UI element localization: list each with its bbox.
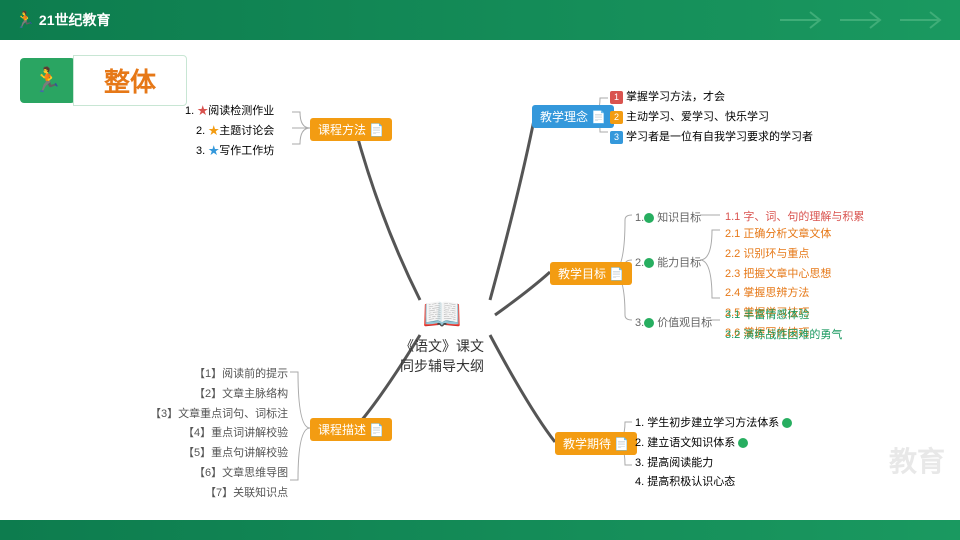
goal-3-1: 3.1 丰富情感体验: [725, 306, 842, 326]
node-goals: 教学目标 📄: [550, 262, 632, 285]
goals-sub-2: 2.能力目标: [635, 253, 701, 271]
book-icon: 📖: [400, 295, 484, 333]
logo: 🏃 21世纪教育: [15, 10, 111, 30]
outline-4: 【4】重点词讲解校验: [150, 424, 288, 444]
outline-1: 【1】阅读前的提示: [150, 365, 288, 385]
node-outline: 课程描述 📄: [310, 418, 392, 441]
method-item-1: 1. ★阅读检测作业: [185, 102, 274, 122]
center-line1: 《语文》课文: [400, 337, 484, 357]
expect-2: 2. 建立语文知识体系: [635, 434, 795, 454]
center-node: 📖 《语文》课文 同步辅导大纲: [400, 295, 484, 376]
method-label: 课程方法 📄: [310, 118, 392, 141]
outline-3: 【3】文章重点词句、词标注: [150, 405, 288, 425]
phil-item-3: 3学习者是一位有自我学习要求的学习者: [610, 128, 813, 148]
outline-2: 【2】文章主脉络构: [150, 385, 288, 405]
expect-items: 1. 学生初步建立学习方法体系 2. 建立语文知识体系 3. 提高阅读能力 4.…: [635, 414, 795, 493]
philosophy-items: 1掌握学习方法，才会 2主动学习、爱学习、快乐学习 3学习者是一位有自我学习要求…: [610, 88, 813, 147]
outline-6: 【6】文章思维导图: [150, 464, 288, 484]
expect-3: 3. 提高阅读能力: [635, 454, 795, 474]
runner-icon: 🏃: [15, 10, 35, 30]
center-title: 《语文》课文 同步辅导大纲: [400, 337, 484, 376]
goal-2-1: 2.1 正确分析文章文体: [725, 225, 831, 245]
expect-1: 1. 学生初步建立学习方法体系: [635, 414, 795, 434]
goals-label: 教学目标 📄: [550, 262, 632, 285]
outline-5: 【5】重点句讲解校验: [150, 444, 288, 464]
header-decoration: [760, 0, 960, 40]
center-line2: 同步辅导大纲: [400, 357, 484, 377]
logo-text: 21世纪教育: [39, 10, 111, 30]
phil-item-2: 2主动学习、爱学习、快乐学习: [610, 108, 813, 128]
expect-label: 教学期待 📄: [555, 432, 637, 455]
method-items: 1. ★阅读检测作业 2. ★主题讨论会 3. ★写作工作坊: [185, 102, 274, 161]
goal-2-4: 2.4 掌握思辨方法: [725, 284, 831, 304]
method-item-3: 3. ★写作工作坊: [185, 142, 274, 162]
goals-sub-3: 3.价值观目标: [635, 313, 712, 331]
mindmap: 📖 《语文》课文 同步辅导大纲 课程方法 📄 1. ★阅读检测作业 2. ★主题…: [0, 40, 960, 510]
goals-sub-3-items: 3.1 丰富情感体验 3.2 演练战胜困难的勇气: [725, 306, 842, 346]
goal-2-3: 2.3 把握文章中心思想: [725, 265, 831, 285]
goal-3-2: 3.2 演练战胜困难的勇气: [725, 326, 842, 346]
node-method: 课程方法 📄: [310, 118, 392, 141]
phil-item-1: 1掌握学习方法，才会: [610, 88, 813, 108]
node-philosophy: 教学理念 📄: [532, 105, 614, 128]
node-expect: 教学期待 📄: [555, 432, 637, 455]
outline-7: 【7】关联知识点: [150, 484, 288, 504]
footer-bar: [0, 520, 960, 540]
expect-4: 4. 提高积极认识心态: [635, 473, 795, 493]
outline-label: 课程描述 📄: [310, 418, 392, 441]
outline-items: 【1】阅读前的提示 【2】文章主脉络构 【3】文章重点词句、词标注 【4】重点词…: [150, 365, 288, 504]
goal-2-2: 2.2 识别环与重点: [725, 245, 831, 265]
header-bar: 🏃 21世纪教育: [0, 0, 960, 40]
philosophy-label: 教学理念 📄: [532, 105, 614, 128]
goals-sub-1: 1.知识目标: [635, 208, 701, 226]
method-item-2: 2. ★主题讨论会: [185, 122, 274, 142]
